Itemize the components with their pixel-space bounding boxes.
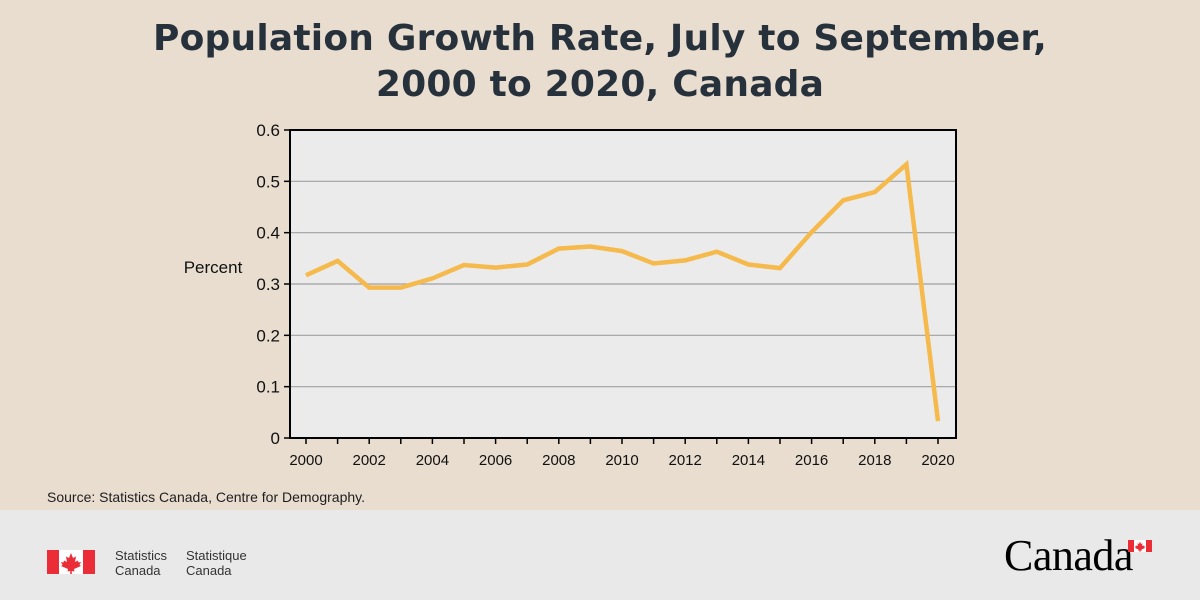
line-chart: 0 0.1 0.2 0.3 0.4 0.5 0.6 2000 2002 2004 2006 2008…	[184, 121, 957, 469]
canada-flag-icon	[47, 550, 95, 574]
x-tick-label: 2000	[289, 452, 322, 469]
x-axis-ticks: 2000 2002 2004 2006 2008 2010 2012 2014 2016 2018…	[289, 438, 955, 469]
y-tick-label: 0.4	[256, 224, 280, 243]
x-tick-label: 2010	[605, 452, 638, 469]
x-tick-label: 2018	[858, 452, 891, 469]
y-tick-label: 0.6	[256, 121, 280, 140]
y-tick-label: 0.2	[256, 326, 280, 345]
chart-title-line-1: Population Growth Rate, July to Septembe…	[153, 18, 1047, 59]
y-tick-label: 0.3	[256, 275, 280, 294]
y-axis-label: Percent	[184, 258, 243, 277]
source-note: Source: Statistics Canada, Centre for De…	[47, 489, 366, 505]
y-axis-ticks: 0 0.1 0.2 0.3 0.4 0.5 0.6	[256, 121, 290, 448]
y-tick-label: 0	[271, 429, 280, 448]
series-line	[305, 159, 941, 422]
x-tick-label: 2002	[353, 452, 386, 469]
org-name-english: Statistics Canada	[115, 548, 167, 578]
x-tick-label: 2020	[921, 452, 954, 469]
canada-wordmark: Canada	[1004, 531, 1133, 580]
footer-bar	[0, 510, 1200, 600]
x-tick-label: 2004	[416, 452, 449, 469]
chart-title: Population Growth Rate, July to Septembe…	[0, 16, 1200, 108]
x-tick-label: 2006	[479, 452, 512, 469]
y-tick-label: 0.1	[256, 378, 280, 397]
chart-title-line-2: 2000 to 2020, Canada	[375, 64, 825, 105]
wordmark-flag-icon	[1128, 540, 1152, 552]
x-tick-label: 2016	[795, 452, 828, 469]
org-en-line-1: Statistics	[115, 548, 168, 563]
org-fr-line-2: Canada	[186, 563, 232, 578]
y-tick-label: 0.5	[256, 172, 280, 191]
gridlines	[290, 180, 956, 388]
x-tick-label: 2008	[542, 452, 575, 469]
x-tick-label: 2012	[669, 452, 702, 469]
org-name-french: Statistique Canada	[186, 548, 247, 578]
org-fr-line-1: Statistique	[186, 548, 247, 563]
x-tick-label: 2014	[732, 452, 765, 469]
org-en-line-2: Canada	[115, 563, 161, 578]
